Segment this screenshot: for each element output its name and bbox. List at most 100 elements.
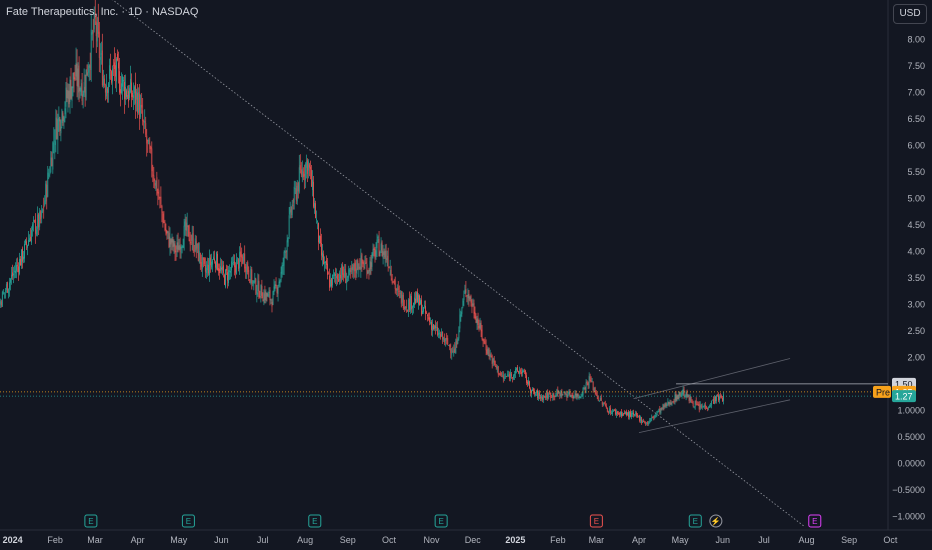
candle-body [250, 268, 252, 283]
candle-body [122, 76, 123, 87]
candle-body [543, 395, 545, 400]
candle-body [657, 410, 659, 413]
candle-body [667, 401, 669, 405]
candle-body [223, 265, 224, 274]
candle-body [708, 406, 710, 408]
candle-body [299, 165, 301, 170]
candle-body [644, 422, 646, 424]
candle-body [320, 235, 321, 244]
candle-body [305, 161, 307, 168]
candle-body [28, 239, 29, 245]
candle-body [471, 303, 473, 308]
candle-body [283, 251, 285, 266]
candle-body [583, 387, 585, 389]
y-tick-label: −1.0000 [892, 511, 925, 521]
candle-body [390, 269, 392, 277]
candle-body [124, 81, 125, 100]
candle-body [545, 396, 547, 399]
candle-body [246, 264, 248, 274]
candle-body [474, 311, 476, 319]
last-price-label: 1.27 [895, 392, 913, 402]
candle-body [277, 286, 279, 294]
candle-body [236, 259, 238, 275]
x-tick-label: Jun [715, 535, 730, 545]
candle-body [606, 407, 608, 412]
candle-body [233, 262, 235, 264]
candle-body [208, 257, 210, 275]
candle-body [264, 291, 266, 300]
candle-body [141, 104, 143, 108]
candle-body [175, 250, 177, 252]
candle-body [409, 295, 411, 311]
candle-body [591, 381, 593, 382]
earnings-icon[interactable] [308, 514, 322, 528]
candle-body [496, 366, 498, 369]
candle-body [44, 200, 46, 206]
candle-body [267, 293, 269, 297]
candle-body [213, 256, 214, 260]
candle-body [393, 280, 395, 283]
candle-body [215, 261, 216, 268]
currency-button[interactable]: USD [893, 4, 927, 24]
candle-body [240, 251, 242, 257]
candle-body [380, 243, 382, 251]
future-earnings-icon[interactable] [808, 514, 822, 528]
dividend-flash-icon[interactable] [709, 514, 723, 528]
candle-body [27, 245, 28, 248]
candle-body [466, 295, 468, 297]
candle-body [87, 72, 89, 76]
candle-body [579, 396, 581, 399]
candle-body [411, 306, 413, 309]
candle-body [218, 268, 219, 272]
candle-body [65, 87, 67, 107]
candle-body [677, 394, 679, 400]
candle-body [358, 266, 360, 269]
candle-body [33, 220, 35, 222]
interval-label[interactable]: 1D [128, 6, 143, 18]
candle-body [520, 370, 521, 372]
candle-body [192, 233, 194, 251]
earnings-icon[interactable] [434, 514, 448, 528]
candle-body [146, 135, 148, 144]
candle-body [216, 252, 217, 269]
channel-lower[interactable] [638, 399, 791, 434]
candle-body [578, 397, 580, 398]
candle-body [384, 250, 386, 258]
candle-body [274, 284, 276, 289]
candle-body [582, 387, 584, 396]
candle-body [195, 241, 197, 251]
channel-upper[interactable] [633, 358, 791, 400]
earnings-icon[interactable] [589, 514, 603, 528]
candle-body [436, 327, 438, 328]
candle-body [662, 405, 664, 410]
candle-body [98, 31, 100, 58]
candle-body [38, 214, 40, 228]
candle-body [437, 327, 439, 336]
candle-body [237, 257, 239, 259]
candle-body [139, 93, 141, 120]
candle-body [244, 253, 246, 269]
earnings-icon[interactable] [181, 514, 195, 528]
candle-body [173, 240, 175, 247]
candle-body [249, 279, 251, 283]
candle-body [96, 22, 98, 42]
candle-body [336, 276, 338, 279]
candle-body [658, 408, 660, 412]
candle-body [51, 157, 53, 167]
earnings-icon[interactable] [84, 514, 98, 528]
candle-body [255, 279, 257, 294]
candle-body [634, 414, 635, 416]
candle-body [604, 404, 606, 406]
candle-body [332, 274, 333, 286]
candle-body [284, 250, 286, 253]
earnings-icon-glyph: E [186, 517, 191, 526]
candle-body [423, 307, 424, 312]
chart-title: Fate Therapeutics, Inc. · 1D · NASDAQ [6, 6, 198, 18]
candle-body [513, 374, 515, 376]
candle-body [484, 340, 486, 345]
candle-body [168, 232, 170, 247]
candle-body [32, 224, 34, 231]
earnings-icon[interactable] [688, 514, 702, 528]
candle-body [463, 294, 465, 301]
